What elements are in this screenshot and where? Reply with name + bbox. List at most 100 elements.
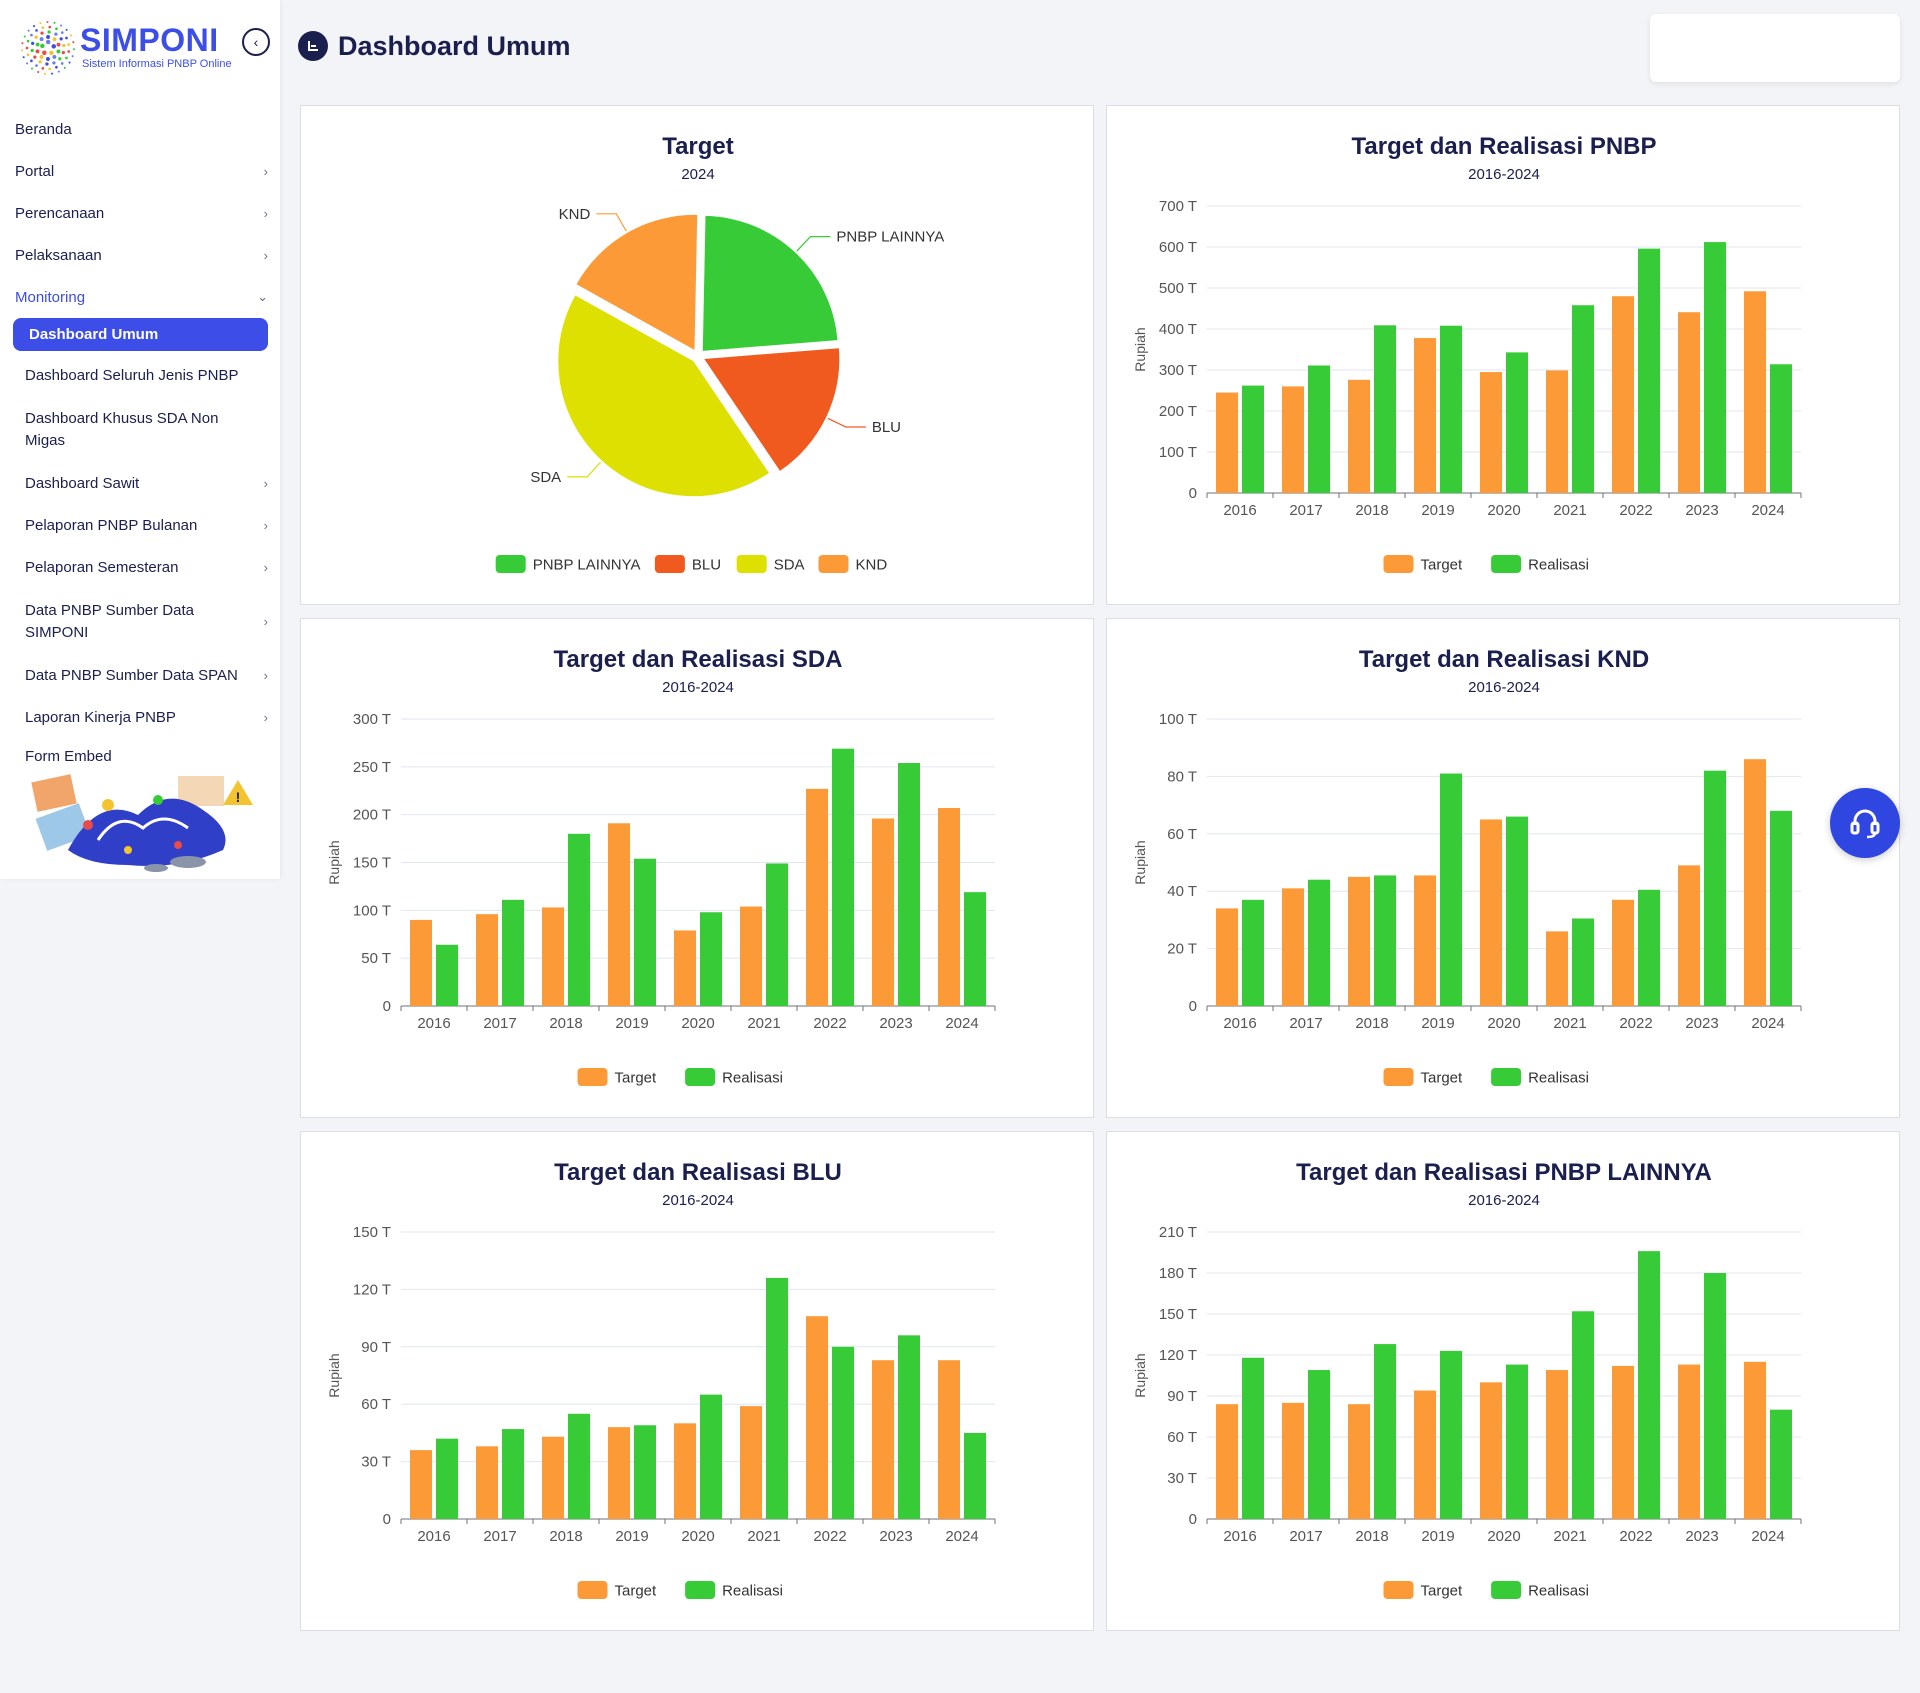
bar-realisasi-2017[interactable]: [1308, 1370, 1330, 1519]
legend-item-sda[interactable]: SDA: [736, 555, 805, 574]
bar-realisasi-2021[interactable]: [766, 863, 788, 1006]
bar-realisasi-2018[interactable]: [1374, 875, 1396, 1006]
legend-item-target[interactable]: Target: [577, 1581, 658, 1600]
bar-realisasi-2018[interactable]: [568, 1413, 590, 1519]
bar-target-2016[interactable]: [1216, 1404, 1238, 1519]
bar-target-2023[interactable]: [872, 1360, 894, 1519]
bar-target-2018[interactable]: [542, 907, 564, 1006]
legend-item-target[interactable]: Target: [1383, 1581, 1464, 1600]
bar-realisasi-2019[interactable]: [634, 1425, 656, 1519]
bar-realisasi-2021[interactable]: [1572, 305, 1594, 493]
bar-target-2021[interactable]: [1546, 1370, 1568, 1519]
pie-slice-sda[interactable]: [558, 295, 769, 497]
legend-item-realisasi[interactable]: Realisasi: [1491, 555, 1589, 574]
sidebar-item-data-pnbp-sumber-data-simponi[interactable]: Data PNBP Sumber Data SIMPONI ›: [0, 589, 280, 655]
bar-realisasi-2024[interactable]: [1770, 1409, 1792, 1519]
sidebar-item-dashboard-khusus-sda-non-migas[interactable]: Dashboard Khusus SDA Non Migas: [0, 397, 280, 463]
pie-slice-blu[interactable]: [704, 348, 840, 471]
legend-item-target[interactable]: Target: [1383, 1068, 1464, 1087]
bar-target-2018[interactable]: [1348, 876, 1370, 1006]
bar-target-2016[interactable]: [410, 1450, 432, 1519]
bar-target-2016[interactable]: [1216, 392, 1238, 493]
logo[interactable]: SIMPONI Sistem Informasi PNBP Online: [18, 18, 273, 80]
bar-realisasi-2016[interactable]: [1242, 385, 1264, 493]
bar-target-2017[interactable]: [476, 1446, 498, 1519]
legend-item-realisasi[interactable]: Realisasi: [1491, 1068, 1589, 1087]
bar-target-2020[interactable]: [1480, 819, 1502, 1006]
bar-realisasi-2017[interactable]: [1308, 879, 1330, 1006]
legend-item-target[interactable]: Target: [1383, 555, 1464, 574]
collapse-sidebar-button[interactable]: ‹: [242, 28, 270, 56]
bar-realisasi-2024[interactable]: [964, 892, 986, 1006]
bar-target-2022[interactable]: [1612, 1365, 1634, 1519]
bar-realisasi-2019[interactable]: [1440, 1350, 1462, 1519]
bar-realisasi-2024[interactable]: [1770, 364, 1792, 493]
bar-realisasi-2017[interactable]: [502, 899, 524, 1006]
bar-realisasi-2020[interactable]: [1506, 816, 1528, 1006]
bar-target-2024[interactable]: [1744, 291, 1766, 493]
help-support-button[interactable]: [1830, 788, 1900, 858]
bar-target-2022[interactable]: [806, 1316, 828, 1519]
sidebar-item-portal[interactable]: Portal ›: [0, 150, 280, 192]
bar-target-2017[interactable]: [1282, 386, 1304, 493]
legend-item-target[interactable]: Target: [577, 1068, 658, 1087]
bar-target-2023[interactable]: [1678, 865, 1700, 1006]
sidebar-item-pelaporan-pnbp-bulanan[interactable]: Pelaporan PNBP Bulanan ›: [0, 505, 280, 547]
sidebar-item-dashboard-umum[interactable]: Dashboard Umum: [13, 318, 268, 351]
bar-target-2023[interactable]: [872, 818, 894, 1006]
pie-slice-knd[interactable]: [576, 214, 698, 350]
legend-item-realisasi[interactable]: Realisasi: [1491, 1581, 1589, 1600]
sidebar-item-form-embed[interactable]: Form Embed: [0, 739, 280, 775]
bar-realisasi-2022[interactable]: [1638, 248, 1660, 493]
bar-target-2024[interactable]: [1744, 759, 1766, 1006]
bar-target-2016[interactable]: [410, 919, 432, 1006]
bar-realisasi-2019[interactable]: [1440, 773, 1462, 1006]
bar-realisasi-2021[interactable]: [1572, 1311, 1594, 1519]
bar-target-2019[interactable]: [1414, 338, 1436, 493]
sidebar-item-laporan-kinerja-pnbp[interactable]: Laporan Kinerja PNBP ›: [0, 697, 280, 739]
bar-target-2019[interactable]: [608, 1427, 630, 1519]
bar-realisasi-2017[interactable]: [1308, 365, 1330, 493]
bar-realisasi-2018[interactable]: [1374, 1344, 1396, 1519]
legend-item-pnbp-lainnya[interactable]: PNBP LAINNYA: [495, 555, 641, 574]
user-menu[interactable]: [1650, 14, 1900, 82]
bar-target-2023[interactable]: [1678, 1364, 1700, 1519]
bar-realisasi-2019[interactable]: [1440, 325, 1462, 493]
sidebar-item-monitoring[interactable]: Monitoring ⌄: [0, 276, 280, 318]
bar-realisasi-2023[interactable]: [1704, 1273, 1726, 1519]
bar-realisasi-2016[interactable]: [1242, 899, 1264, 1006]
bar-target-2019[interactable]: [1414, 875, 1436, 1006]
legend-item-blu[interactable]: BLU: [654, 555, 721, 574]
bar-realisasi-2018[interactable]: [1374, 325, 1396, 493]
bar-target-2020[interactable]: [1480, 1382, 1502, 1519]
legend-item-knd[interactable]: KND: [818, 555, 888, 574]
bar-target-2018[interactable]: [542, 1436, 564, 1519]
bar-target-2021[interactable]: [740, 906, 762, 1006]
bar-target-2024[interactable]: [938, 807, 960, 1006]
bar-realisasi-2023[interactable]: [1704, 770, 1726, 1006]
bar-realisasi-2020[interactable]: [1506, 352, 1528, 493]
bar-target-2024[interactable]: [1744, 1361, 1766, 1519]
sidebar-item-beranda[interactable]: Beranda: [0, 108, 280, 150]
bar-target-2019[interactable]: [608, 823, 630, 1006]
sidebar-item-dashboard-sawit[interactable]: Dashboard Sawit ›: [0, 463, 280, 505]
bar-realisasi-2022[interactable]: [832, 1346, 854, 1519]
bar-target-2017[interactable]: [1282, 1402, 1304, 1519]
bar-realisasi-2017[interactable]: [502, 1429, 524, 1519]
bar-realisasi-2023[interactable]: [1704, 242, 1726, 493]
legend-item-realisasi[interactable]: Realisasi: [685, 1068, 783, 1087]
pie-slice-pnbp-lainnya[interactable]: [702, 215, 838, 351]
bar-realisasi-2020[interactable]: [700, 912, 722, 1006]
bar-realisasi-2018[interactable]: [568, 833, 590, 1006]
bar-realisasi-2016[interactable]: [436, 944, 458, 1006]
bar-realisasi-2023[interactable]: [898, 763, 920, 1006]
sidebar-item-perencanaan[interactable]: Perencanaan ›: [0, 192, 280, 234]
sidebar-item-data-pnbp-sumber-data-span[interactable]: Data PNBP Sumber Data SPAN ›: [0, 655, 280, 697]
bar-target-2022[interactable]: [1612, 296, 1634, 493]
bar-target-2024[interactable]: [938, 1360, 960, 1519]
bar-realisasi-2021[interactable]: [1572, 918, 1594, 1006]
bar-target-2021[interactable]: [740, 1406, 762, 1519]
bar-realisasi-2020[interactable]: [700, 1394, 722, 1519]
bar-realisasi-2023[interactable]: [898, 1335, 920, 1519]
bar-realisasi-2016[interactable]: [436, 1438, 458, 1519]
